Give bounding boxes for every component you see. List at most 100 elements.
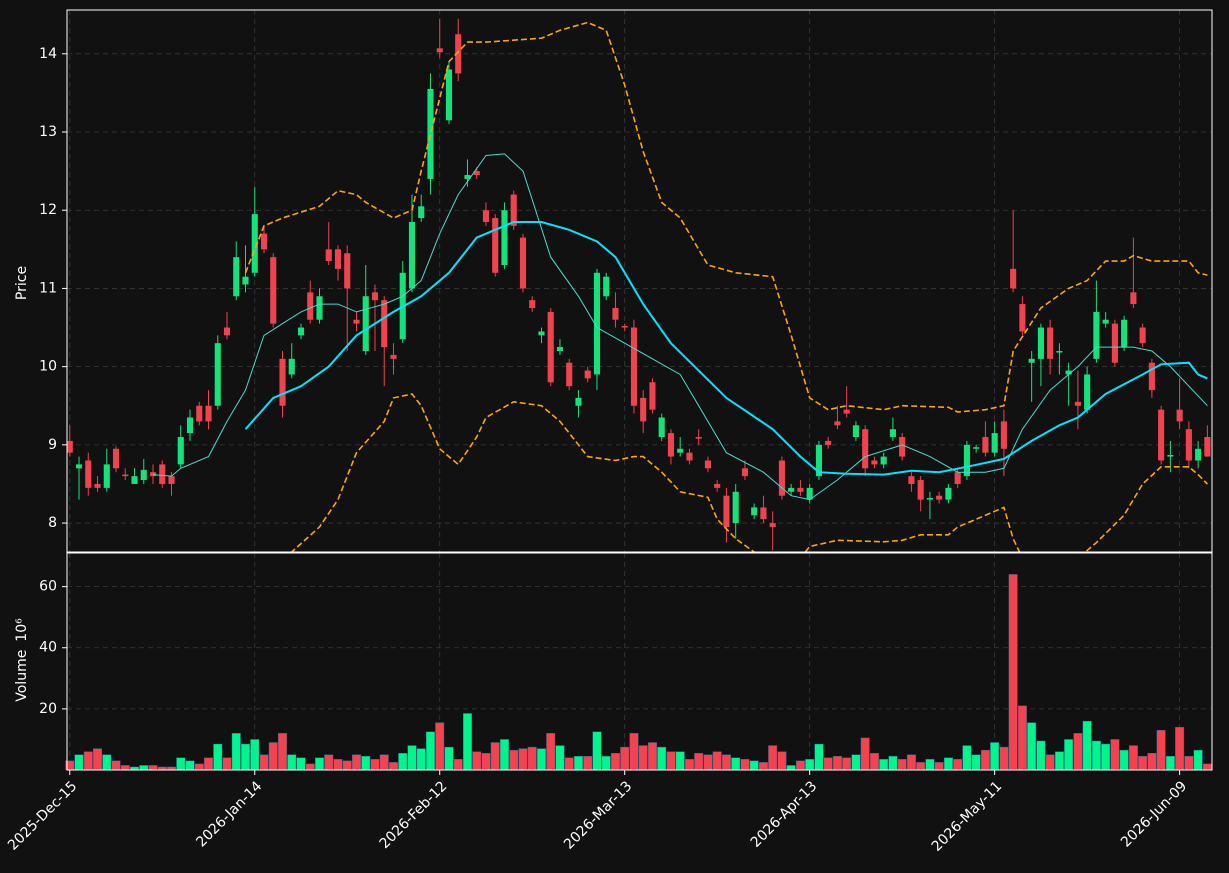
candle-body xyxy=(1028,358,1035,363)
y-tick-label: 10 xyxy=(39,359,57,375)
volume-bar xyxy=(231,733,241,771)
volume-exponent: 10⁶ xyxy=(14,618,30,642)
volume-bar xyxy=(1045,754,1055,771)
volume-bar xyxy=(527,746,537,771)
volume-bar xyxy=(666,751,676,771)
volume-bar xyxy=(1101,743,1111,771)
volume-tick-label: 60 xyxy=(39,579,57,595)
volume-tick-label: 20 xyxy=(39,701,57,717)
candle-body xyxy=(889,429,896,438)
candle-body xyxy=(880,456,887,465)
candle-body xyxy=(1195,448,1202,461)
volume-bar xyxy=(407,745,417,771)
candle-body xyxy=(547,311,554,383)
volume-bar xyxy=(814,743,824,771)
volume-bar xyxy=(398,752,408,771)
volume-bar xyxy=(490,742,500,771)
candle-body xyxy=(279,358,286,406)
candle-body xyxy=(741,468,748,477)
volume-bar xyxy=(74,754,84,771)
candle-body xyxy=(1148,362,1155,391)
y-tick-label: 8 xyxy=(48,515,57,531)
volume-bar xyxy=(1064,739,1074,771)
volume-bar xyxy=(102,754,112,771)
candle-body xyxy=(316,296,323,320)
candle-body xyxy=(723,495,730,527)
candle-body xyxy=(205,405,212,422)
candle-body xyxy=(556,347,564,351)
candle-body xyxy=(825,440,832,445)
candle-body xyxy=(584,370,591,379)
candle-body xyxy=(242,276,249,285)
volume-bar xyxy=(1128,745,1138,771)
candle-body xyxy=(1010,268,1017,289)
candle-body xyxy=(852,425,859,438)
volume-bar xyxy=(869,752,879,771)
candle-body xyxy=(806,487,813,500)
volume-bar xyxy=(749,760,759,771)
volume-bar xyxy=(389,762,398,771)
candle-body xyxy=(233,257,240,297)
candle-body xyxy=(297,327,305,336)
candle-body xyxy=(686,452,693,461)
candle-body xyxy=(640,397,647,422)
volume-bar xyxy=(647,742,657,771)
volume-bar xyxy=(629,733,639,771)
candle-body xyxy=(140,469,147,481)
volume-bar xyxy=(620,746,630,771)
candle-body xyxy=(1130,292,1137,305)
candle-body xyxy=(760,507,767,520)
candle-body xyxy=(445,69,453,121)
volume-bar xyxy=(657,746,667,771)
volume-bar xyxy=(444,746,454,771)
candle-body xyxy=(482,210,490,222)
candle-body xyxy=(1185,429,1192,461)
candle-body xyxy=(1037,327,1044,359)
volume-bar xyxy=(555,745,565,771)
volume-bar xyxy=(148,765,158,771)
candle-body xyxy=(519,237,527,289)
volume-bar xyxy=(980,749,990,771)
volume-bar xyxy=(509,749,519,771)
volume-bar xyxy=(546,733,556,771)
volume-bar xyxy=(1184,756,1194,771)
candle-body xyxy=(1121,319,1128,348)
candle-body xyxy=(538,331,545,336)
candle-body xyxy=(593,272,601,375)
candle-body xyxy=(815,444,822,477)
candle-body xyxy=(917,480,924,500)
volume-bar xyxy=(481,752,491,771)
volume-bar xyxy=(1091,740,1101,771)
volume-bar xyxy=(518,748,528,771)
y-tick-label: 13 xyxy=(39,124,57,140)
candle-body xyxy=(612,307,619,320)
candle-body xyxy=(1111,323,1118,363)
candle-body xyxy=(168,476,175,484)
volume-bar xyxy=(194,763,204,771)
candle-body xyxy=(94,483,101,488)
volume-bar xyxy=(500,739,509,771)
candle-body xyxy=(214,343,221,406)
candle-body xyxy=(1093,311,1100,359)
candle-body xyxy=(769,523,776,527)
candle-body xyxy=(1074,401,1081,406)
volume-bar xyxy=(426,731,435,771)
candle-body xyxy=(288,358,295,375)
candle-body xyxy=(103,464,110,488)
y-tick-label: 14 xyxy=(39,46,57,62)
candle-body xyxy=(704,460,711,469)
candle-body xyxy=(1158,409,1165,461)
volume-bar xyxy=(805,759,815,771)
candle-body xyxy=(1084,374,1091,410)
volume-bar xyxy=(1027,722,1037,771)
volume-bar xyxy=(1175,727,1185,771)
volume-bar xyxy=(823,757,833,771)
volume-bar xyxy=(684,759,694,771)
candle-body xyxy=(667,433,674,457)
volume-bar xyxy=(1054,751,1064,771)
volume-bar xyxy=(574,756,583,771)
volume-bar xyxy=(1156,730,1166,771)
volume-bar xyxy=(83,751,93,771)
volume-bar xyxy=(268,742,278,771)
volume-bar xyxy=(851,754,861,771)
